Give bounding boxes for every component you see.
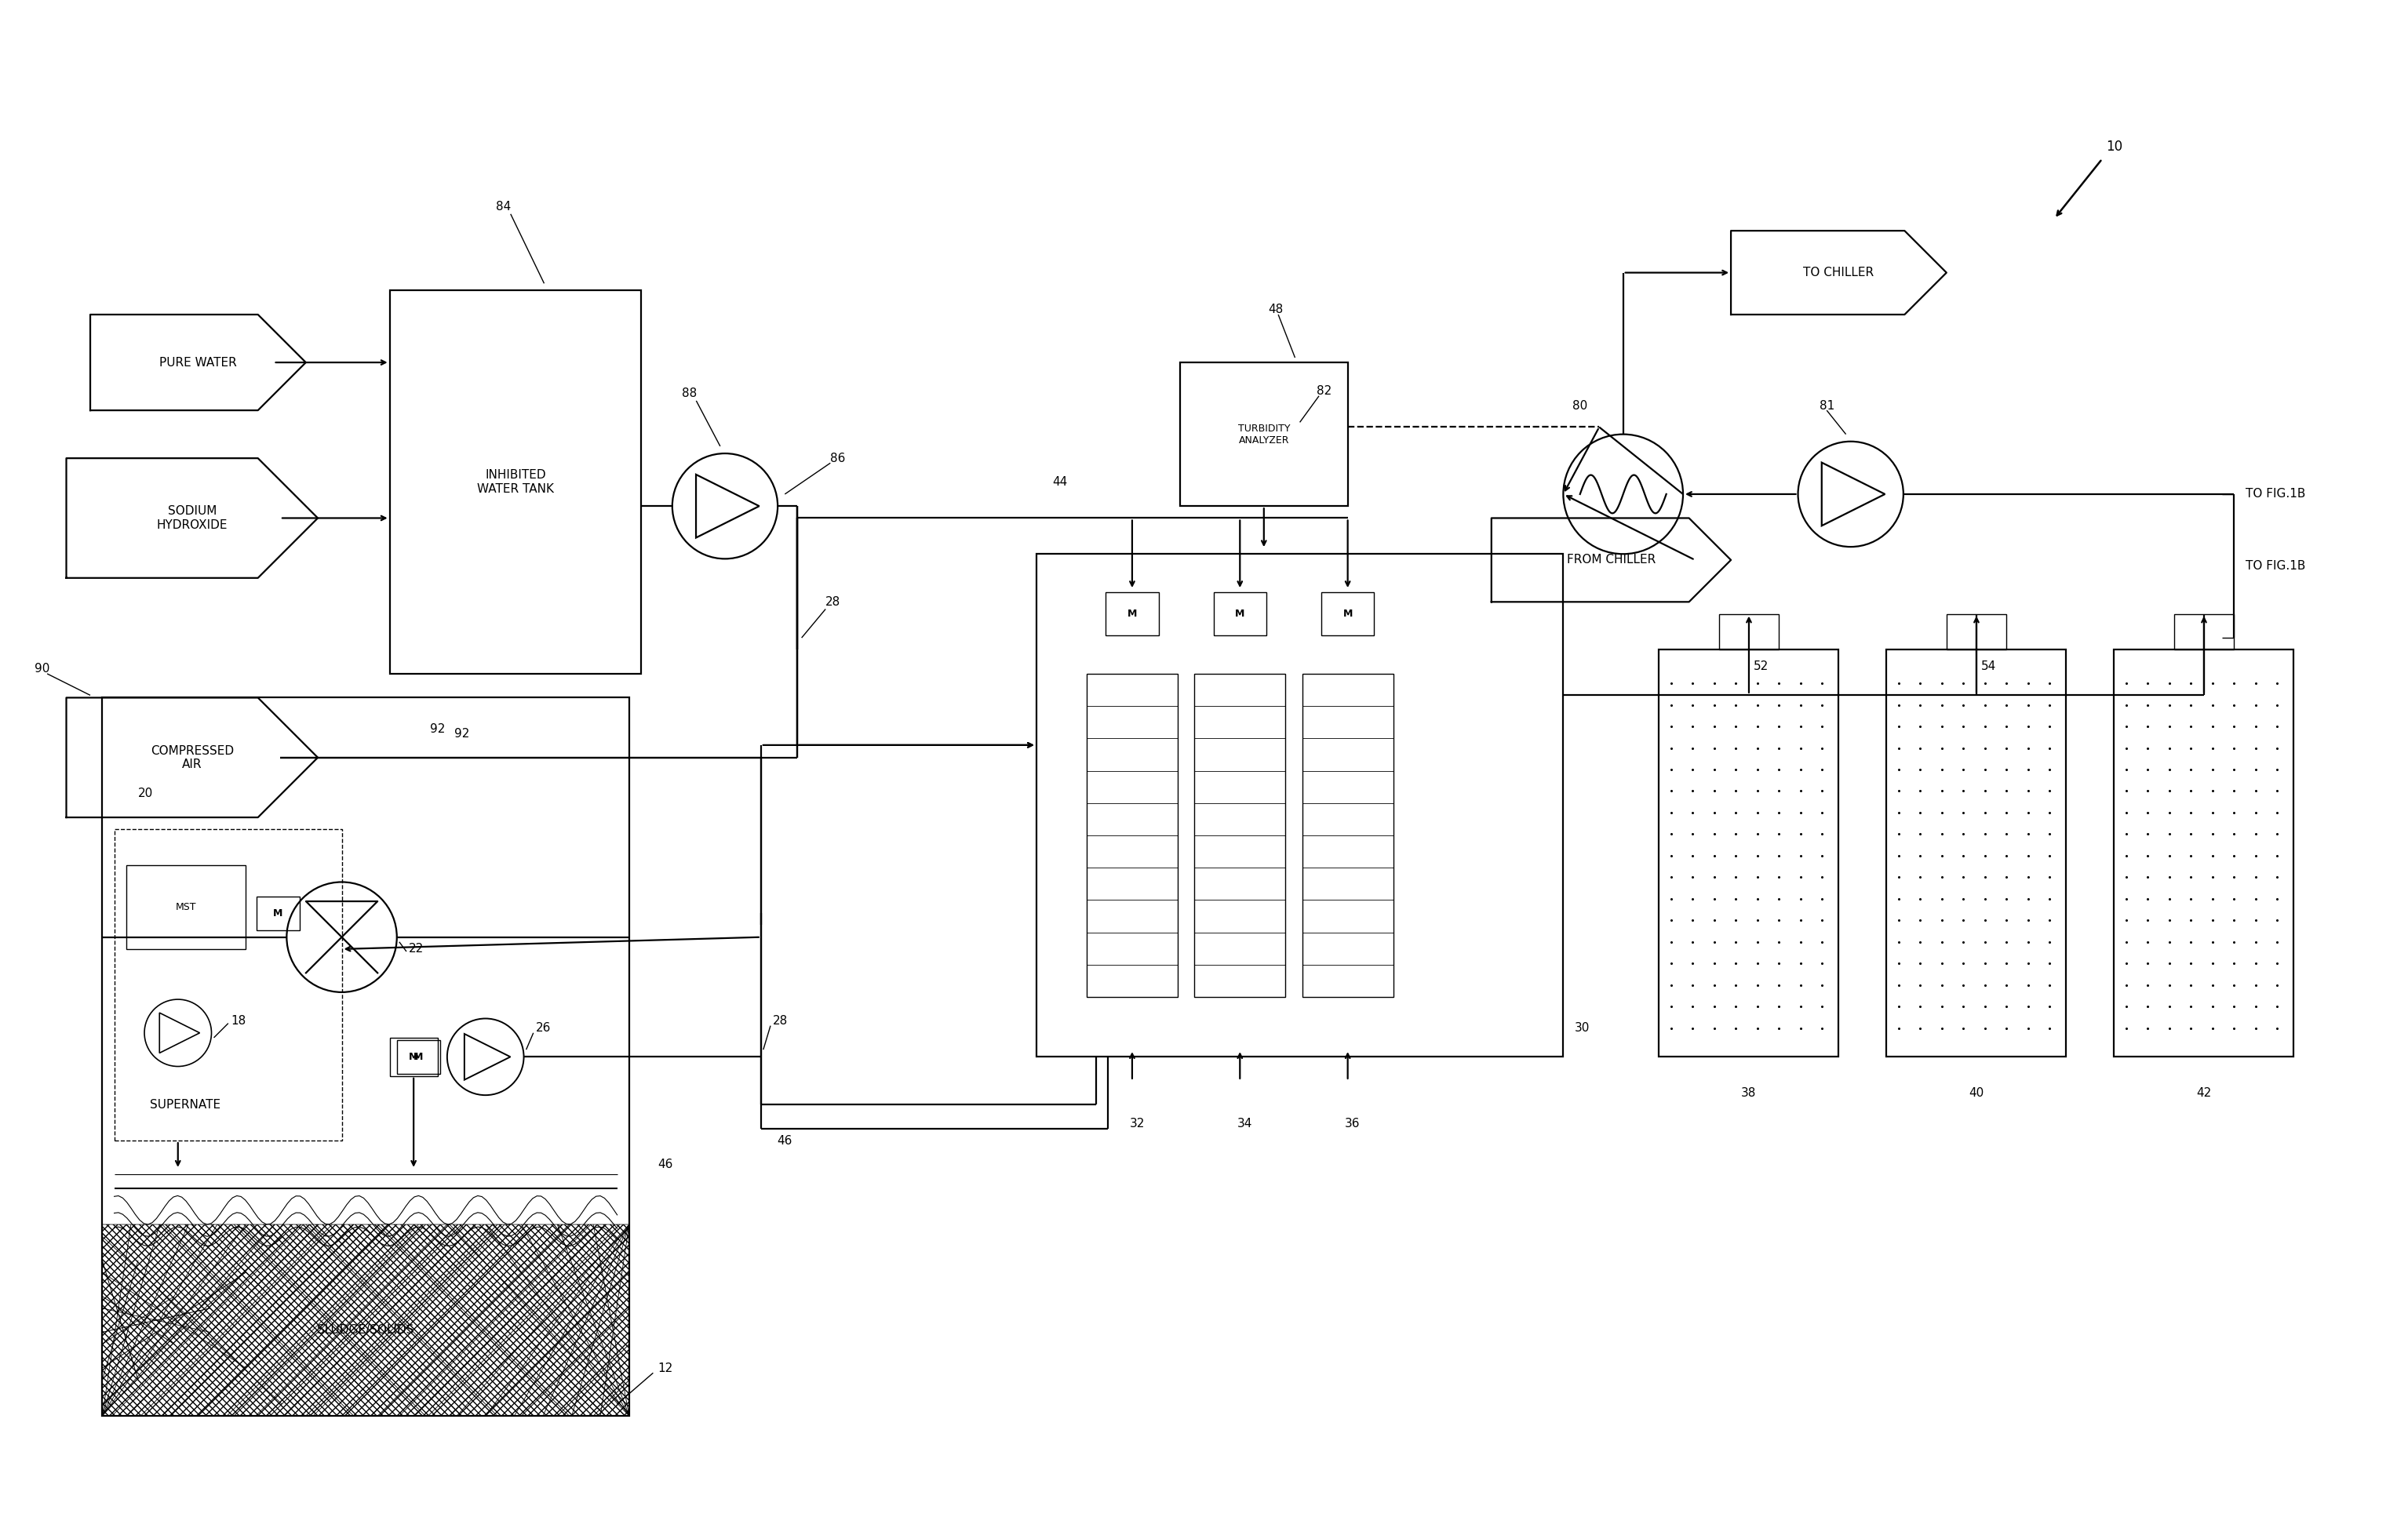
Bar bbox=[397, 1040, 441, 1074]
Bar bbox=[113, 830, 342, 1140]
Bar bbox=[390, 291, 641, 674]
Text: M: M bbox=[272, 908, 282, 919]
Text: INHIBITED
WATER TANK: INHIBITED WATER TANK bbox=[477, 469, 554, 496]
Text: 28: 28 bbox=[826, 596, 840, 608]
Text: 46: 46 bbox=[657, 1159, 672, 1171]
Text: TO FIG.1B: TO FIG.1B bbox=[2247, 560, 2307, 573]
Bar bbox=[1214, 593, 1267, 636]
Text: 40: 40 bbox=[1970, 1087, 1984, 1099]
Text: 52: 52 bbox=[1753, 660, 1767, 673]
Text: 90: 90 bbox=[34, 663, 51, 674]
Text: 18: 18 bbox=[231, 1016, 246, 1027]
Bar bbox=[1659, 649, 1840, 1057]
Text: 48: 48 bbox=[1269, 303, 1283, 315]
Text: 10: 10 bbox=[2107, 140, 2121, 154]
Text: 42: 42 bbox=[2196, 1087, 2211, 1099]
Bar bbox=[125, 865, 246, 950]
Text: TO CHILLER: TO CHILLER bbox=[1804, 266, 1873, 279]
Text: 34: 34 bbox=[1238, 1117, 1252, 1130]
Text: 81: 81 bbox=[1818, 400, 1835, 411]
Text: MST: MST bbox=[176, 902, 197, 913]
Text: 54: 54 bbox=[1982, 660, 1996, 673]
Bar bbox=[1035, 554, 1563, 1057]
Text: COMPRESSED
AIR: COMPRESSED AIR bbox=[149, 745, 234, 770]
Text: SUPERNATE: SUPERNATE bbox=[149, 1099, 222, 1111]
Text: M: M bbox=[1127, 609, 1137, 619]
Text: 12: 12 bbox=[657, 1362, 672, 1374]
Text: 82: 82 bbox=[1317, 385, 1332, 397]
Text: M: M bbox=[1344, 609, 1353, 619]
Text: PURE WATER: PURE WATER bbox=[159, 357, 236, 368]
Text: TO FIG.1B: TO FIG.1B bbox=[2247, 488, 2307, 500]
Text: 32: 32 bbox=[1129, 1117, 1144, 1130]
Bar bbox=[2114, 649, 2295, 1057]
Text: 84: 84 bbox=[496, 202, 510, 212]
Bar bbox=[1303, 674, 1394, 997]
Bar bbox=[1180, 363, 1348, 506]
Text: 46: 46 bbox=[778, 1134, 792, 1147]
Text: M: M bbox=[409, 1051, 419, 1062]
Text: 92: 92 bbox=[453, 728, 470, 739]
Bar bbox=[1719, 614, 1780, 649]
Text: 92: 92 bbox=[431, 723, 445, 734]
Bar bbox=[1086, 674, 1178, 997]
Text: TURBIDITY
ANALYZER: TURBIDITY ANALYZER bbox=[1238, 423, 1291, 445]
Text: 44: 44 bbox=[1052, 476, 1067, 488]
Bar bbox=[101, 697, 628, 1416]
Text: 80: 80 bbox=[1572, 400, 1587, 411]
Text: 28: 28 bbox=[773, 1016, 787, 1027]
Bar bbox=[390, 1037, 438, 1076]
Bar bbox=[1322, 593, 1375, 636]
Bar bbox=[101, 1225, 628, 1416]
Text: 36: 36 bbox=[1344, 1117, 1361, 1130]
Text: 26: 26 bbox=[535, 1022, 551, 1034]
Text: 30: 30 bbox=[1575, 1022, 1589, 1034]
Bar bbox=[1194, 674, 1286, 997]
Bar bbox=[1885, 649, 2066, 1057]
Bar bbox=[1946, 614, 2006, 649]
Text: 22: 22 bbox=[409, 943, 424, 956]
Text: 88: 88 bbox=[681, 388, 696, 400]
Text: 20: 20 bbox=[137, 788, 154, 799]
Text: SODIUM
HYDROXIDE: SODIUM HYDROXIDE bbox=[157, 505, 229, 531]
Bar bbox=[258, 896, 299, 930]
Bar bbox=[1105, 593, 1158, 636]
Text: M: M bbox=[1235, 609, 1245, 619]
Text: 86: 86 bbox=[831, 452, 845, 465]
Bar bbox=[2174, 614, 2235, 649]
Text: 38: 38 bbox=[1741, 1087, 1755, 1099]
Text: SLUDGE/SOLIDS: SLUDGE/SOLIDS bbox=[318, 1324, 414, 1336]
Bar bbox=[101, 1225, 628, 1416]
Text: FROM CHILLER: FROM CHILLER bbox=[1568, 554, 1657, 566]
Text: M: M bbox=[414, 1051, 424, 1062]
